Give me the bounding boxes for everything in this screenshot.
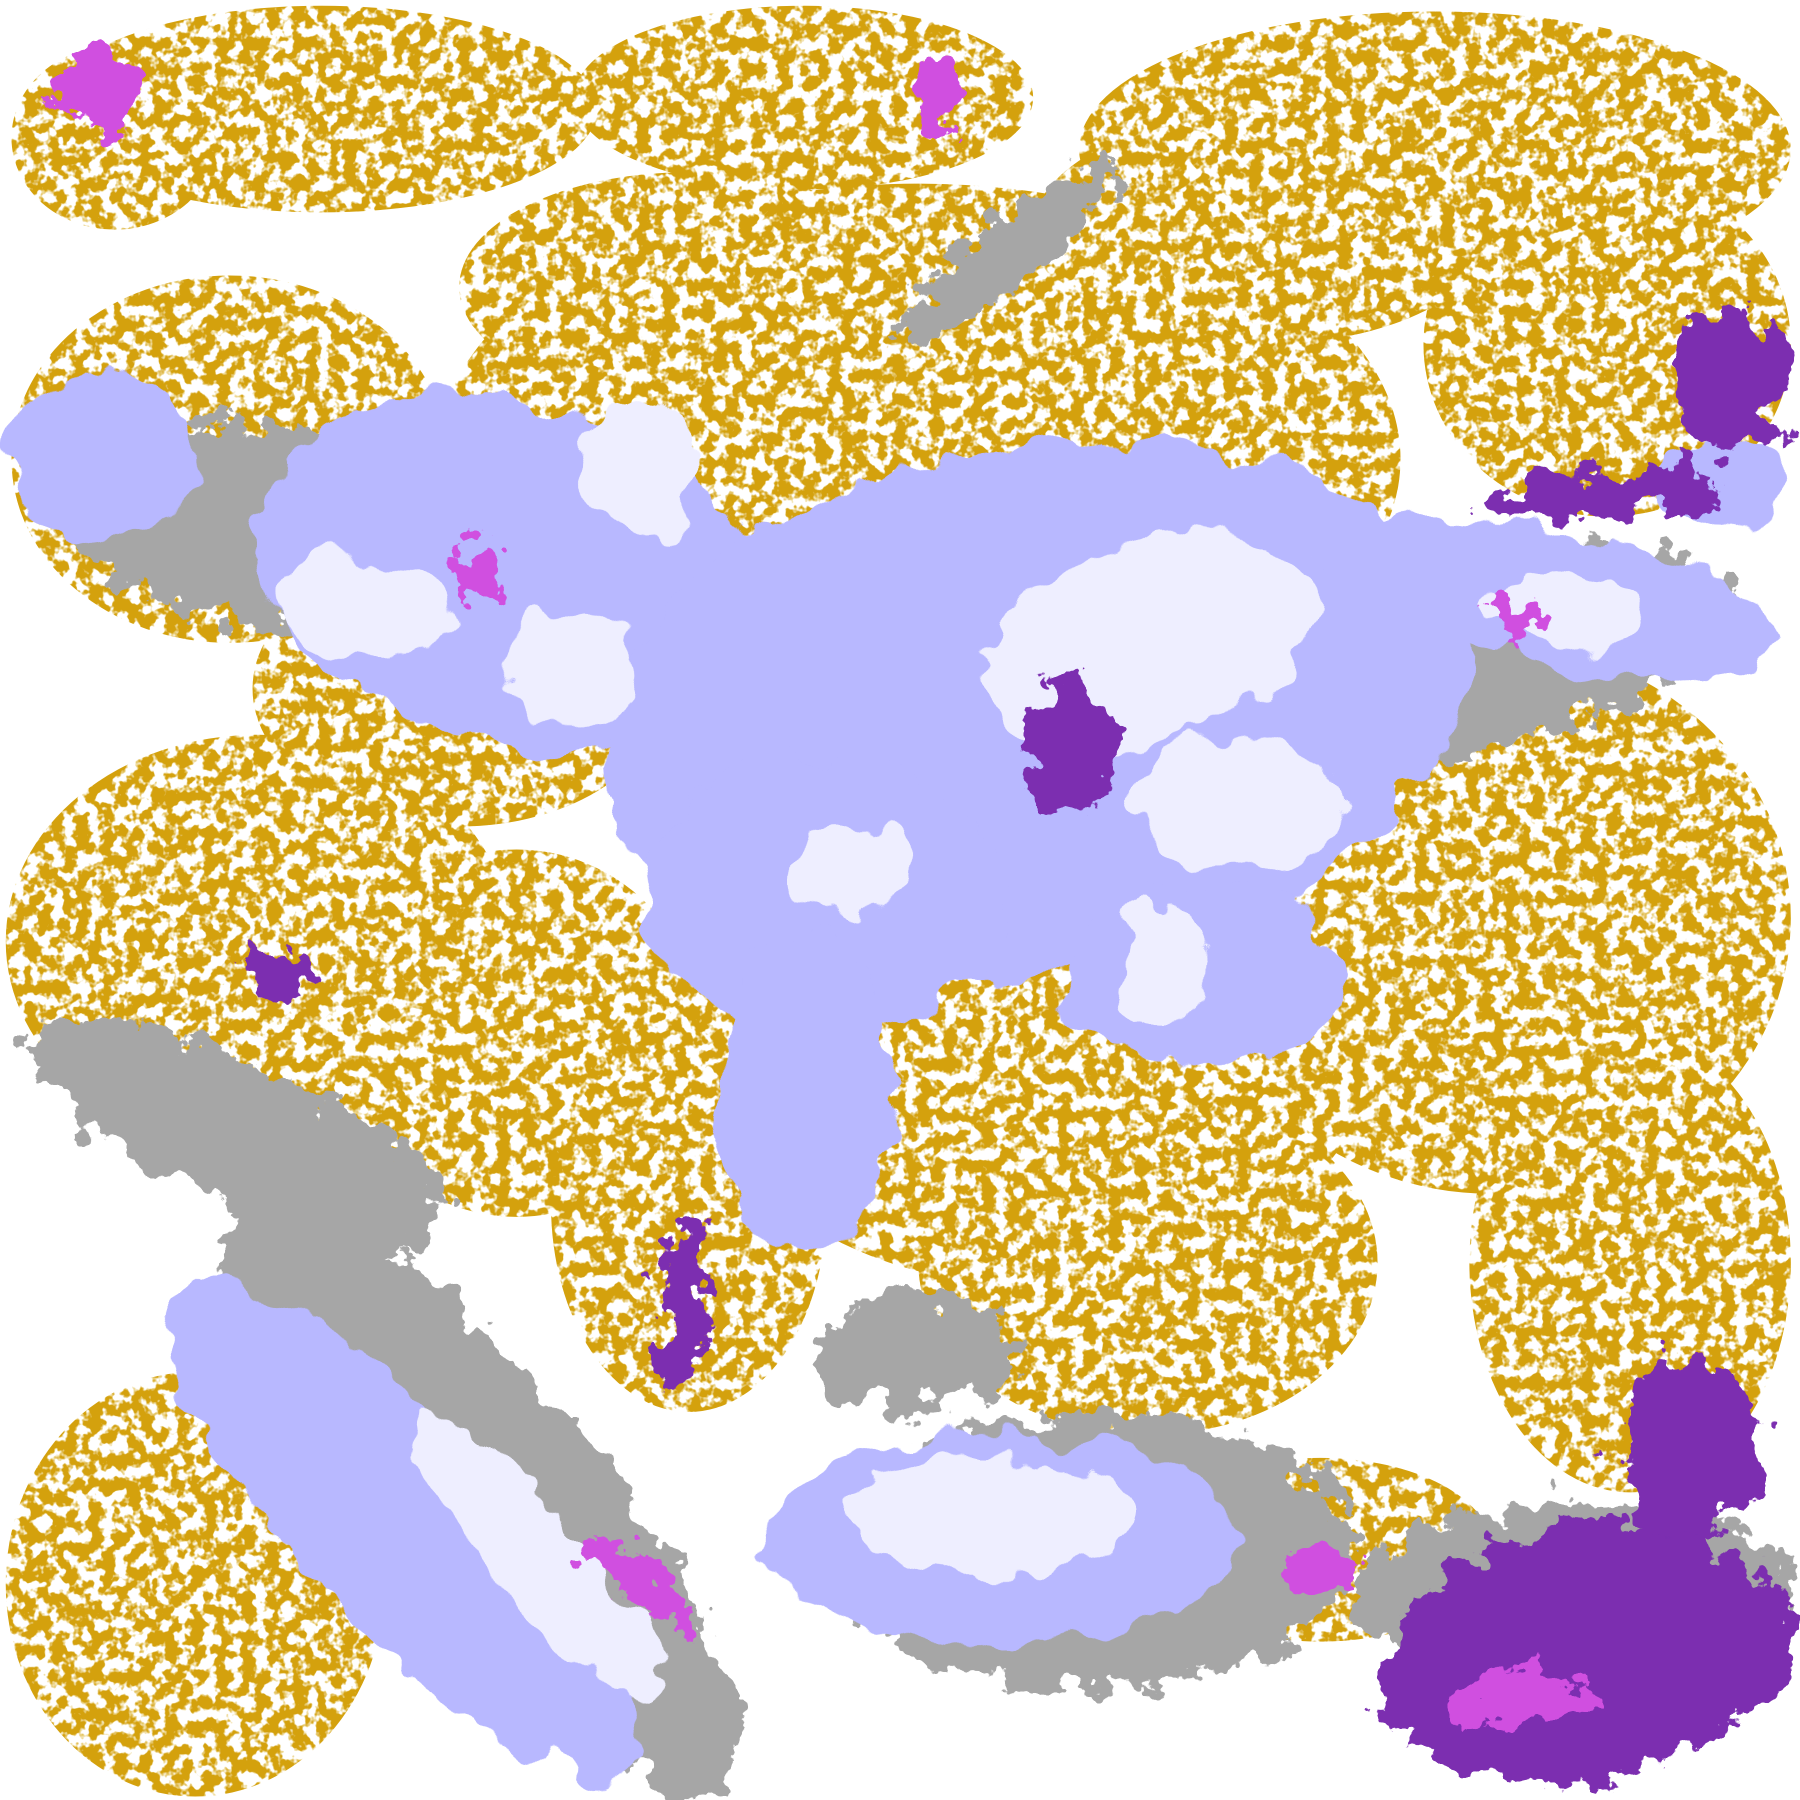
- gray-cloud-region: [902, 160, 1119, 345]
- purple-cloud-region: [1676, 309, 1791, 448]
- purple-cloud-region: [656, 1217, 710, 1401]
- magenta-cloud-region: [1285, 1555, 1355, 1590]
- gray-cloud-region: [30, 1021, 452, 1252]
- pale-cloud-region: [1136, 734, 1344, 873]
- purple-cloud-region: [1492, 468, 1722, 519]
- pale-cloud-region: [276, 560, 459, 657]
- lavender-cloud-region: [1653, 436, 1791, 529]
- magenta-cloud-region: [584, 1525, 702, 1643]
- magenta-cloud-region: [1482, 602, 1549, 638]
- gold-cloud-region: [1033, 114, 1493, 345]
- pale-cloud-layer: [276, 401, 1641, 1705]
- pale-cloud-region: [585, 401, 701, 540]
- map-frame: [5, 5, 1791, 1797]
- pale-cloud-region: [505, 608, 643, 724]
- lavender-cloud-region: [711, 929, 896, 1252]
- purple-cloud-region: [1027, 677, 1120, 816]
- magenta-cloud-region: [918, 45, 965, 138]
- pale-cloud-region: [416, 1417, 663, 1705]
- pale-cloud-region: [1113, 906, 1206, 1022]
- pale-cloud-region: [792, 826, 907, 919]
- gold-cloud-region: [573, 5, 1034, 190]
- pale-cloud-region: [849, 1452, 1125, 1579]
- magenta-cloud-region: [1457, 1670, 1596, 1728]
- lavender-cloud-region: [5, 378, 201, 540]
- magenta-cloud-region: [57, 57, 150, 127]
- magenta-cloud-layer: [57, 45, 1596, 1728]
- gray-cloud-region: [815, 1297, 1022, 1412]
- gold-cloud-region: [918, 1090, 1378, 1435]
- magenta-cloud-region: [453, 539, 511, 609]
- lavender-cloud-region: [1067, 883, 1344, 1068]
- purple-cloud-region: [241, 952, 310, 999]
- lavender-cloud-region: [163, 1274, 640, 1780]
- gold-cloud-region: [459, 172, 919, 402]
- purple-cloud-region: [1618, 1354, 1757, 1539]
